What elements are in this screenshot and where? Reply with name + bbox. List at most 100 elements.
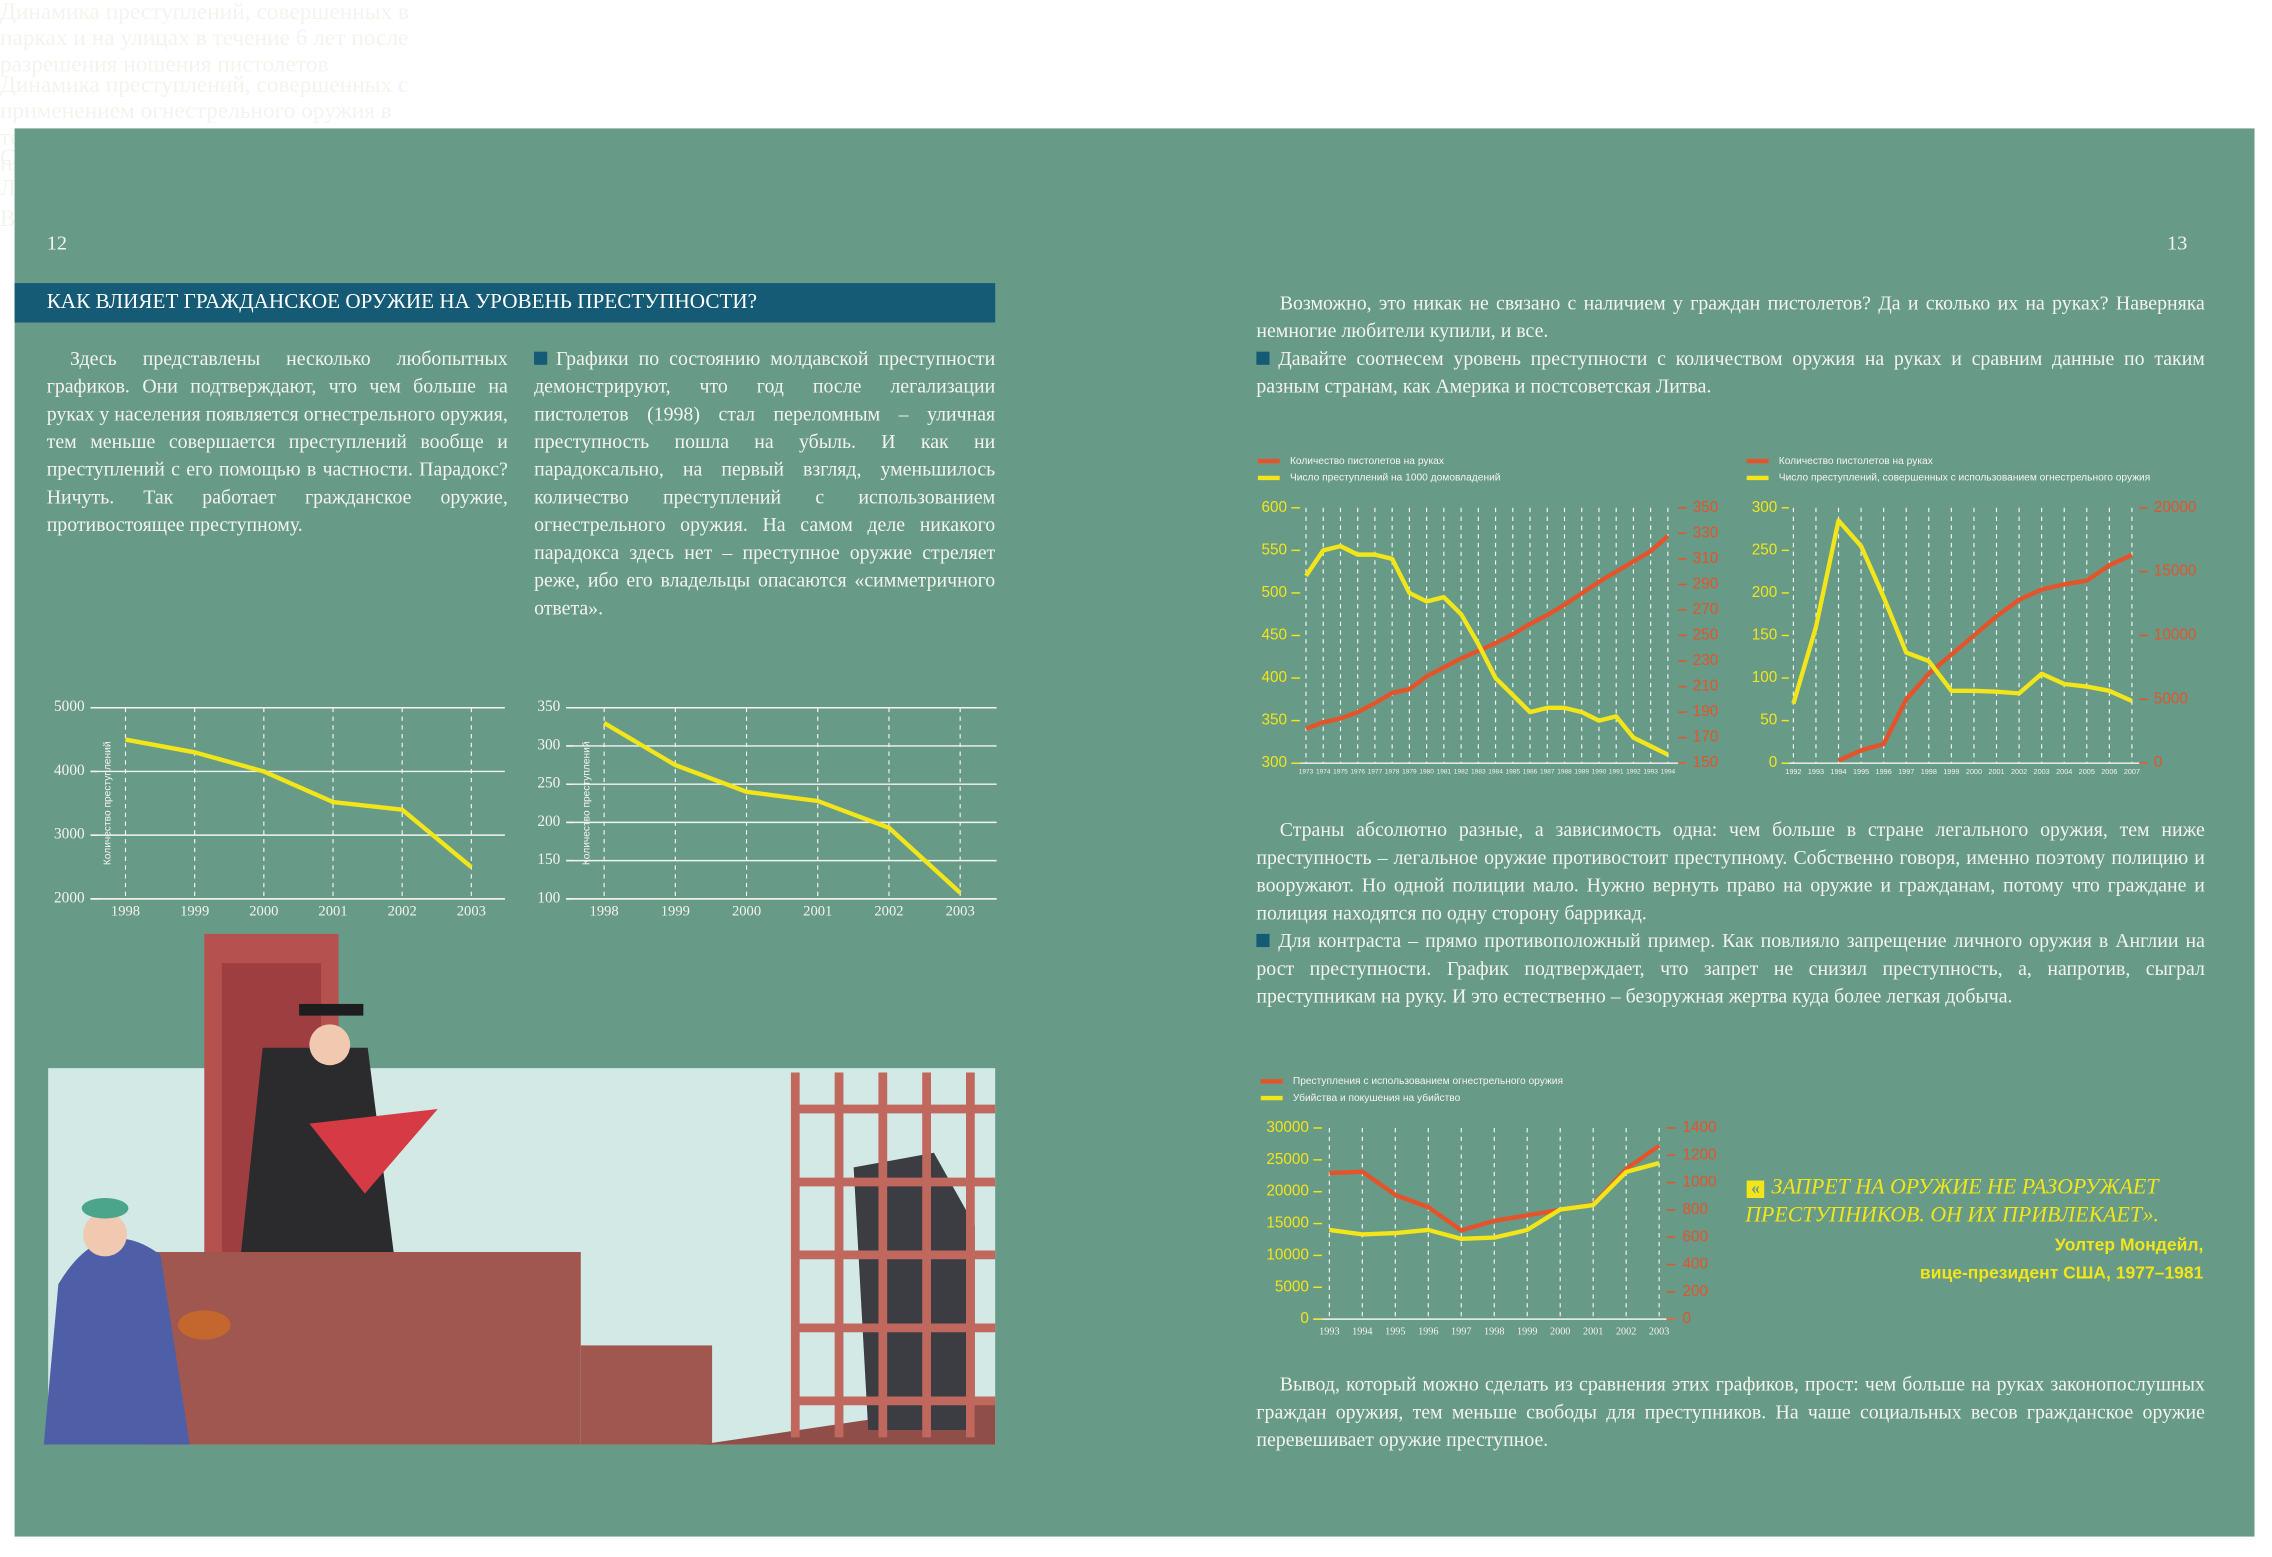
x-tick-label: 1986 [1523, 769, 1538, 776]
x-tick-label: 2002 [2011, 767, 2027, 776]
x-tick-label: 1973 [1299, 769, 1314, 776]
y2-tick-label: 15000 [2154, 563, 2197, 580]
y-tick-label: 450 [1261, 627, 1287, 644]
y-tick-label: 20000 [1266, 1183, 1309, 1200]
x-tick-label: 1995 [1853, 767, 1869, 776]
y-tick-label: 350 [537, 698, 560, 715]
y-tick-label: 350 [1261, 712, 1287, 729]
y2-tick-label: 5000 [2154, 690, 2188, 707]
y2-tick-label: 190 [1693, 703, 1719, 720]
legend-label: Количество пистолетов на руках [1290, 456, 1444, 467]
x-tick-label: 1999 [1517, 1327, 1537, 1338]
y2-tick-label: 290 [1693, 575, 1719, 592]
y-tick-label: 550 [1261, 541, 1287, 558]
data-line [1837, 553, 2133, 763]
x-tick-label: 1993 [1808, 767, 1824, 776]
data-line [1329, 1160, 1660, 1242]
x-tick-label: 2000 [732, 903, 761, 919]
x-tick-label: 1997 [1898, 767, 1914, 776]
legend-label: Число преступлений на 1000 домовладений [1290, 473, 1501, 484]
x-tick-label: 2003 [1649, 1327, 1669, 1338]
x-tick-label: 1999 [661, 903, 690, 919]
data-line [603, 721, 962, 895]
y-tick-label: 100 [537, 889, 560, 906]
x-tick-label: 2004 [2056, 767, 2072, 776]
x-tick-label: 1981 [1437, 769, 1452, 776]
chart-title: Динамика преступлений, совершенных в пар… [0, 0, 409, 78]
y-tick-label: 200 [537, 813, 560, 830]
paragraph-text: Давайте соотнесем уровень преступности с… [1256, 347, 2205, 397]
cage-bars [790, 1072, 996, 1438]
y-tick-label: 500 [1261, 584, 1287, 601]
x-tick-label: 1996 [1418, 1327, 1438, 1338]
data-line [1304, 543, 1669, 757]
x-tick-label: 1994 [1830, 767, 1846, 776]
judge-book [309, 1109, 438, 1194]
paragraph: Возможно, это никак не связано с наличие… [1256, 291, 2205, 342]
y-tick-label: 2000 [54, 889, 85, 906]
y-tick-label: 400 [1261, 669, 1287, 686]
x-tick-label: 2003 [2034, 767, 2050, 776]
x-tick-label: 2000 [249, 903, 278, 919]
paragraph: Страны абсолютно разные, а зависимость о… [1256, 818, 2205, 924]
x-tick-label: 1987 [1540, 769, 1555, 776]
x-tick-label: 2001 [1988, 767, 2004, 776]
y-tick-label: 0 [1769, 754, 1778, 771]
data-line [125, 737, 473, 869]
x-tick-label: 1998 [1921, 767, 1937, 776]
illustration [43, 933, 996, 1445]
judge-desk [143, 1252, 581, 1445]
paragraph: Здесь представлены несколько любопытных … [46, 347, 508, 536]
x-tick-label: 1996 [1876, 767, 1892, 776]
y-tick-label: 30000 [1266, 1119, 1309, 1136]
y-tick-label: 300 [537, 736, 560, 753]
judge-cap [299, 1003, 364, 1016]
y2-tick-label: 0 [2154, 754, 2163, 771]
y-tick-label: 50 [1760, 712, 1777, 729]
y-tick-label: 10000 [1266, 1246, 1309, 1263]
woman-hat [81, 1198, 129, 1219]
x-tick-label: 1978 [1385, 769, 1400, 776]
y2-tick-label: 330 [1693, 524, 1719, 541]
y2-tick-label: 1400 [1682, 1119, 1716, 1136]
y-tick-label: 150 [1752, 627, 1778, 644]
quote-mark-box [1746, 1180, 1765, 1199]
x-tick-label: 1985 [1506, 769, 1521, 776]
y-axis-label: Количество преступлений [103, 741, 114, 865]
legend-label: Убийства и покушения на убийство [1293, 1092, 1461, 1104]
y-tick-label: 100 [1752, 669, 1778, 686]
y-tick-label: 200 [1752, 584, 1778, 601]
y2-tick-label: 800 [1682, 1201, 1708, 1218]
y2-tick-label: 10000 [2154, 627, 2197, 644]
paragraph-text: Графики по состоянию молдавской преступн… [534, 347, 996, 619]
data-line [1305, 534, 1670, 731]
x-tick-label: 1992 [1626, 769, 1641, 776]
data-line [1791, 518, 2133, 705]
y-tick-label: 0 [1300, 1310, 1309, 1327]
y2-tick-label: 200 [1682, 1283, 1708, 1300]
y2-tick-label: 150 [1693, 754, 1719, 771]
y2-tick-label: 1200 [1682, 1146, 1716, 1163]
legend-label: Преступления с использованием огнестрель… [1293, 1076, 1563, 1087]
x-tick-label: 2000 [1550, 1327, 1570, 1338]
y-tick-label: 5000 [1275, 1278, 1309, 1295]
y-tick-label: 15000 [1266, 1215, 1309, 1232]
y-tick-label: 300 [1261, 754, 1287, 771]
x-tick-label: 2002 [874, 903, 903, 919]
x-tick-label: 1980 [1419, 769, 1434, 776]
x-tick-label: 1988 [1557, 769, 1572, 776]
x-tick-label: 1998 [1484, 1327, 1504, 1338]
x-tick-label: 2005 [2079, 767, 2095, 776]
x-tick-label: 1999 [180, 903, 209, 919]
x-tick-label: 1994 [1352, 1327, 1372, 1338]
x-tick-label: 2002 [388, 903, 417, 919]
y-tick-label: 4000 [54, 762, 85, 779]
x-tick-label: 1998 [590, 903, 619, 919]
y2-tick-label: 270 [1693, 601, 1719, 618]
y-axis-label: Количество преступлений [581, 741, 592, 865]
x-tick-label: 2001 [318, 903, 347, 919]
y-tick-label: 3000 [54, 826, 85, 843]
